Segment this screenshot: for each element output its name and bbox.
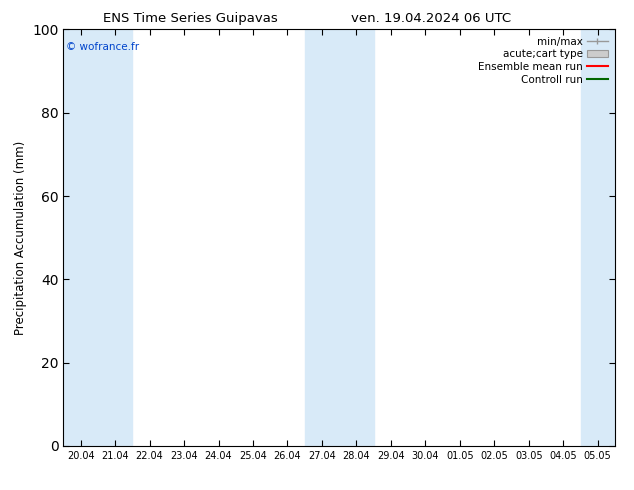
Legend: min/max, acute;cart type, Ensemble mean run, Controll run: min/max, acute;cart type, Ensemble mean … bbox=[476, 35, 610, 87]
Y-axis label: Precipitation Accumulation (mm): Precipitation Accumulation (mm) bbox=[13, 141, 27, 335]
Text: ENS Time Series Guipavas: ENS Time Series Guipavas bbox=[103, 12, 278, 25]
Bar bbox=[581, 29, 615, 446]
Bar bbox=[305, 29, 373, 446]
Text: © wofrance.fr: © wofrance.fr bbox=[66, 42, 139, 52]
Text: ven. 19.04.2024 06 UTC: ven. 19.04.2024 06 UTC bbox=[351, 12, 511, 25]
Bar bbox=[63, 29, 133, 446]
